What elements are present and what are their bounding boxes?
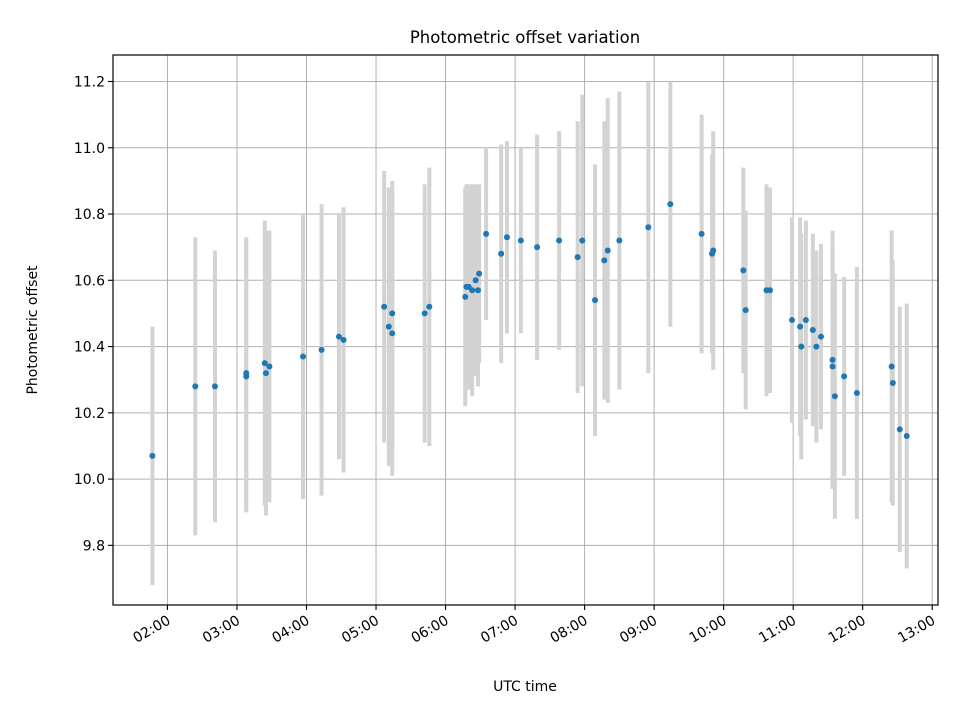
data-point — [556, 237, 563, 244]
data-point — [797, 323, 804, 330]
x-tick-label: 04:00 — [270, 613, 313, 647]
x-tick-label: 02:00 — [131, 613, 174, 647]
y-tick-label: 11.0 — [74, 141, 105, 157]
data-point — [462, 293, 469, 300]
data-point — [469, 287, 476, 294]
x-tick-label: 11:00 — [756, 613, 799, 647]
data-point — [766, 287, 773, 294]
data-point — [503, 234, 510, 241]
data-point — [813, 343, 820, 350]
data-point — [389, 330, 396, 337]
data-point — [266, 363, 273, 370]
data-point — [472, 277, 479, 284]
data-point — [421, 310, 428, 317]
data-point — [742, 307, 749, 314]
data-point — [381, 303, 388, 310]
data-point — [335, 333, 342, 340]
data-point — [389, 310, 396, 317]
y-axis-label: Photometric offset — [25, 265, 41, 395]
data-point — [476, 270, 483, 277]
x-tick-label: 09:00 — [617, 613, 660, 647]
data-point — [645, 224, 652, 231]
y-axis-ticks: 9.8 10.0 10.2 10.4 10.6 10.8 11.0 11.2 — [74, 75, 113, 554]
data-point — [534, 244, 541, 251]
y-tick-label: 11.2 — [74, 75, 105, 91]
data-point — [517, 237, 524, 244]
x-tick-label: 05:00 — [339, 613, 382, 647]
y-tick-label: 9.8 — [83, 538, 105, 554]
data-point — [809, 327, 816, 333]
data-point — [426, 303, 433, 310]
data-point — [667, 201, 674, 208]
x-tick-label: 12:00 — [826, 613, 869, 647]
x-tick-label: 07:00 — [478, 613, 521, 647]
data-point — [798, 343, 805, 350]
grid-lines — [113, 55, 938, 605]
data-point — [498, 250, 505, 257]
data-point — [853, 389, 860, 396]
data-point — [579, 237, 586, 244]
x-tick-label: 03:00 — [200, 613, 243, 647]
data-point — [740, 267, 747, 274]
data-point — [896, 426, 903, 433]
y-tick-label: 10.2 — [74, 406, 105, 422]
data-point — [802, 317, 809, 324]
data-point — [149, 452, 156, 459]
data-points — [149, 201, 910, 459]
data-point — [841, 373, 848, 380]
data-point — [300, 353, 307, 360]
x-tick-label: 10:00 — [687, 613, 730, 647]
x-tick-label: 13:00 — [895, 613, 938, 647]
y-tick-label: 10.6 — [74, 273, 105, 289]
x-axis-label: UTC time — [493, 679, 557, 695]
data-point — [211, 383, 218, 390]
data-point — [340, 336, 347, 343]
data-point — [574, 254, 581, 261]
data-point — [616, 237, 623, 244]
data-point — [903, 433, 910, 440]
data-point — [817, 333, 824, 340]
data-point — [318, 346, 325, 353]
x-axis-ticks: 02:00 03:00 04:00 05:00 06:00 07:00 08:00 09:00… — [131, 605, 938, 647]
x-tick-label: 08:00 — [548, 613, 591, 647]
data-point — [243, 370, 250, 377]
plot-frame — [112, 54, 939, 606]
data-point — [474, 287, 481, 294]
data-point — [829, 356, 836, 363]
data-point — [483, 230, 490, 237]
data-point — [192, 383, 199, 390]
x-tick-label: 06:00 — [409, 613, 452, 647]
data-point — [789, 317, 796, 324]
data-point — [710, 247, 717, 254]
data-point — [829, 363, 836, 370]
data-point — [261, 360, 268, 367]
data-point — [888, 363, 895, 370]
data-point — [601, 257, 608, 264]
y-tick-label: 10.4 — [74, 340, 105, 356]
data-point — [262, 370, 269, 377]
data-point — [385, 323, 392, 330]
data-point — [698, 230, 705, 237]
chart-title: Photometric offset variation — [410, 28, 640, 47]
y-tick-label: 10.0 — [74, 472, 105, 488]
data-point — [592, 297, 599, 304]
data-point — [604, 247, 611, 254]
data-point — [831, 393, 838, 400]
y-tick-label: 10.8 — [74, 207, 105, 223]
data-point — [889, 380, 896, 387]
